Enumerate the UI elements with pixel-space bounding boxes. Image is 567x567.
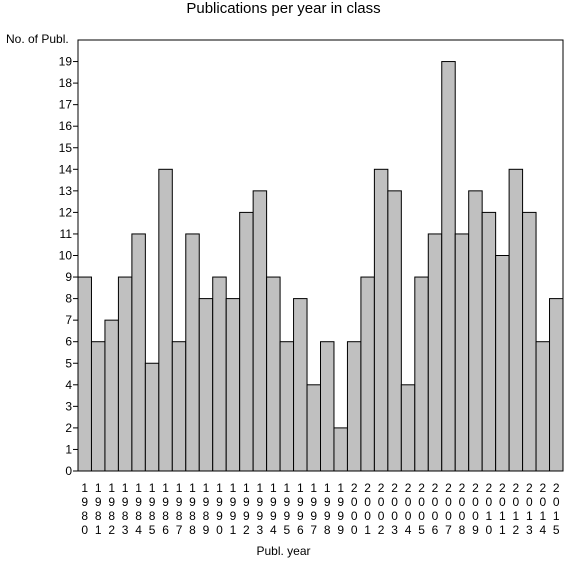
bar xyxy=(117,276,133,472)
bar xyxy=(360,276,375,472)
bar xyxy=(495,255,510,472)
bar xyxy=(252,190,268,472)
y-tick-label: 15 xyxy=(59,141,73,155)
bar xyxy=(239,211,254,472)
bar xyxy=(131,233,146,472)
y-tick-label: 3 xyxy=(65,399,72,413)
y-tick-label: 9 xyxy=(65,270,72,284)
bar xyxy=(77,276,92,472)
y-axis-label: No. of Publ. xyxy=(6,32,69,46)
y-tick-label: 13 xyxy=(59,184,73,198)
bar xyxy=(198,298,214,472)
y-tick-label: 6 xyxy=(65,335,72,349)
bar xyxy=(535,341,551,472)
bar xyxy=(104,319,119,472)
bar xyxy=(144,362,160,472)
y-tick-label: 12 xyxy=(59,205,73,219)
y-tick-label: 11 xyxy=(60,227,73,241)
bar xyxy=(373,168,389,472)
bar xyxy=(454,233,470,472)
y-tick-label: 16 xyxy=(59,119,73,133)
bar xyxy=(320,341,335,472)
bar xyxy=(481,211,497,472)
bar xyxy=(212,276,227,472)
bar xyxy=(225,298,241,472)
x-axis-label: Publ. year xyxy=(256,544,311,558)
chart-title: Publications per year in class xyxy=(186,0,381,17)
bar xyxy=(306,384,321,472)
bar xyxy=(90,341,106,472)
y-tick-label: 0 xyxy=(65,464,72,478)
bar xyxy=(468,190,483,472)
bar xyxy=(387,190,402,472)
y-tick-label: 14 xyxy=(59,162,73,176)
bar xyxy=(427,233,443,472)
bar xyxy=(414,276,429,472)
bar xyxy=(266,276,281,472)
bar xyxy=(400,384,416,472)
y-tick-label: 7 xyxy=(65,313,72,327)
bar xyxy=(171,341,187,472)
y-tick-label: 1 xyxy=(65,442,72,456)
bar xyxy=(333,427,348,472)
y-tick-label: 10 xyxy=(59,249,73,263)
bar xyxy=(279,341,295,472)
bar xyxy=(508,168,524,472)
bar xyxy=(293,298,308,472)
y-tick-label: 8 xyxy=(65,292,72,306)
bar xyxy=(185,233,200,472)
y-tick-label: 17 xyxy=(59,98,73,112)
bar xyxy=(158,168,173,472)
y-tick-label: 19 xyxy=(59,55,73,69)
bar xyxy=(522,211,537,472)
bar xyxy=(346,341,362,472)
y-tick-label: 4 xyxy=(65,378,72,392)
y-tick-label: 2 xyxy=(65,421,72,435)
y-tick-label: 5 xyxy=(65,356,72,370)
y-tick-label: 18 xyxy=(59,76,73,90)
bar xyxy=(549,298,564,472)
bar xyxy=(441,61,456,472)
